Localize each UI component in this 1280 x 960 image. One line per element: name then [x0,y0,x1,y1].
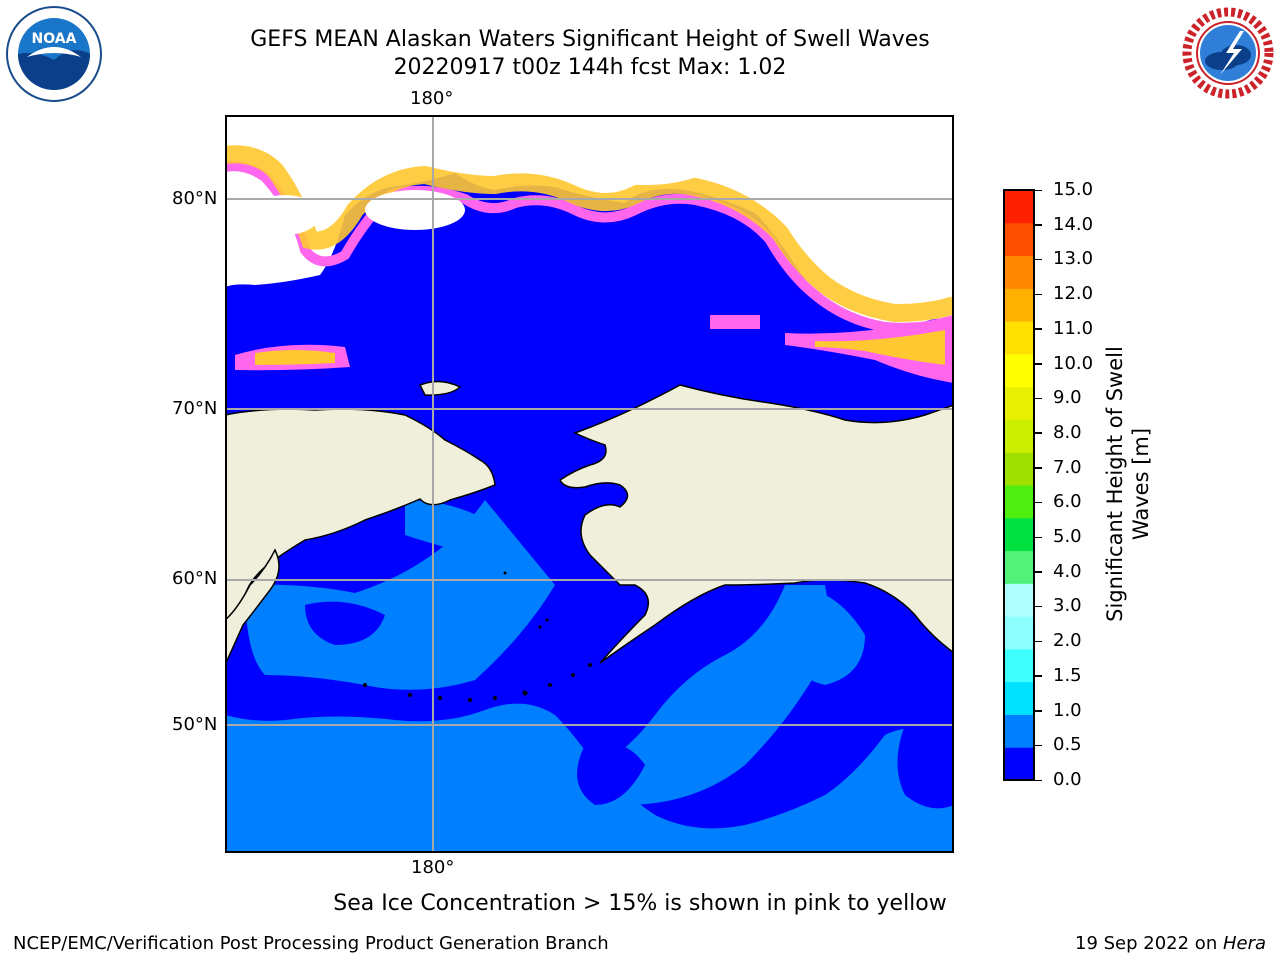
colorbar-band [1004,386,1034,420]
colorbar-tick-mark [1035,363,1042,365]
footer-date: 19 Sep 2022 on Hera [1075,933,1266,954]
graticule [225,115,954,853]
colorbar-band [1004,681,1034,715]
colorbar-tick-mark [1035,744,1042,747]
sea-ice-note: Sea Ice Concentration > 15% is shown in … [333,891,947,916]
colorbar-tick-mark [1035,779,1042,781]
colorbar-tick-mark [1035,501,1042,504]
colorbar-tick-mark [1035,571,1042,573]
colorbar-tick-mark [1035,224,1042,226]
colorbar-band [1004,583,1034,617]
colorbar-tick-mark [1035,328,1042,330]
colorbar-tick-mark [1035,258,1042,261]
footer-org: NCEP/EMC/Verification Post Processing Pr… [13,933,609,954]
colorbar-band [1004,190,1034,224]
colorbar-label-line2: Waves [m] [1129,427,1153,541]
lon-label-bottom: 180° [411,857,455,878]
colorbar-band [1004,353,1034,388]
colorbar-band [1004,222,1034,257]
colorbar-tick-mark [1035,710,1042,712]
colorbar-tick-mark [1035,189,1042,191]
colorbar-tick-mark [1035,640,1042,643]
colorbar-band [1004,452,1034,486]
colorbar-band [1004,321,1034,355]
nws-logo [1180,5,1276,101]
colorbar-tick-label: 0.0 [1053,769,1082,790]
colorbar-tick-label: 10.0 [1053,352,1094,374]
footer-date-text: 19 Sep 2022 on [1075,933,1223,954]
map-subtitle-forecast: 20220917 t00z 144h fcst Max: 1.02 [393,55,787,80]
colorbar-tick-label: 12.0 [1053,283,1094,305]
colorbar-band [1004,747,1034,781]
colorbar-tick-mark [1035,605,1042,608]
land-alaska [559,384,954,664]
colorbar-tick-mark [1035,397,1042,400]
colorbar-tick-label: 13.0 [1053,248,1094,270]
lat-label-50n: 50°N [172,714,218,735]
colorbar-tick-label: 11.0 [1053,317,1094,339]
colorbar-tick-label: 8.0 [1053,421,1082,443]
colorbar-band [1004,616,1034,650]
colorbar-tick-mark [1035,536,1042,539]
colorbar-tick-mark [1035,432,1042,434]
colorbar-band [1004,648,1034,683]
lat-label-80n: 80°N [172,188,218,209]
colorbar-tick-label: 6.0 [1053,491,1082,513]
colorbar-band [1004,288,1034,322]
colorbar-tick-label: 7.0 [1053,456,1082,478]
swell-height-map [225,115,954,853]
colorbar-tick-label: 1.0 [1053,699,1082,721]
map-frame [225,115,954,853]
colorbar-tick-label: 3.0 [1053,595,1082,617]
colorbar-label: Significant Height of Swell Waves [m] [1102,244,1154,724]
colorbar-tick-mark [1035,675,1042,677]
lat-label-60n: 60°N [172,568,218,589]
colorbar-tick-label: 4.0 [1053,560,1082,582]
lon-label-top: 180° [410,88,454,109]
map-title: GEFS MEAN Alaskan Waters Significant Hei… [250,27,930,52]
colorbar-band [1004,419,1034,453]
lat-label-70n: 70°N [172,398,218,419]
colorbar-tick-label: 15.0 [1053,179,1094,200]
colorbar-tick-label: 0.5 [1053,734,1082,756]
noaa-logo-text: NOAA [32,31,77,47]
sea-ice-edge-pink [225,161,954,333]
colorbar-band [1004,550,1034,584]
colorbar-band [1004,714,1034,748]
colorbar-band [1004,517,1034,552]
colorbar-tick-label: 2.0 [1053,630,1082,652]
colorbar-tick-label: 1.5 [1053,664,1082,686]
colorbar-label-line1: Significant Height of Swell [1103,346,1127,622]
colorbar-tick-label: 9.0 [1053,387,1082,409]
colorbar [1003,189,1035,781]
colorbar-band [1004,485,1034,519]
sea-ice-edge-yellow [225,145,954,323]
colorbar-tick-label: 14.0 [1053,213,1094,235]
colorbar-tick-mark [1035,467,1042,469]
colorbar-tick-label: 5.0 [1053,526,1082,548]
colorbar-band [1004,255,1034,289]
noaa-logo: NOAA [6,6,102,102]
aleutian-islands [363,571,592,702]
colorbar-tick-mark [1035,293,1042,296]
footer-host: Hera [1222,933,1266,954]
